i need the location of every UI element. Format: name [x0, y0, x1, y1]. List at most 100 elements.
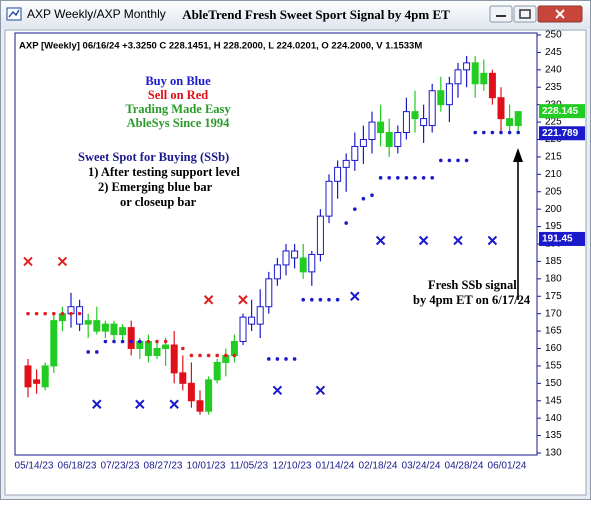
candle-body — [24, 365, 32, 388]
candle-body — [282, 250, 290, 266]
y-tick-label: 170 — [545, 308, 562, 319]
candle-body — [428, 90, 436, 127]
stop-dot — [138, 339, 142, 344]
y-tick-label: 150 — [545, 378, 562, 389]
candle-body — [394, 132, 402, 147]
stop-dot — [120, 339, 125, 344]
stop-dot — [60, 311, 65, 316]
chart-title: AbleTrend Fresh Sweet Sport Signal by 4p… — [182, 7, 450, 22]
price-tag-label: 228.145 — [542, 106, 579, 117]
x-tick-label: 11/05/23 — [230, 461, 269, 472]
stop-dot — [447, 158, 452, 163]
candle-body — [325, 180, 333, 217]
y-tick-label: 140 — [545, 413, 562, 424]
annotation: Sweet Spot for Buying (SSb) — [78, 150, 229, 164]
annotation: Trading Made Easy — [125, 102, 231, 116]
annotation: Buy on Blue — [145, 74, 211, 88]
candle-body — [230, 341, 238, 356]
candle-body — [385, 132, 393, 147]
stop-dot — [206, 353, 211, 358]
y-tick-label: 165 — [545, 326, 562, 337]
stop-dot — [335, 297, 340, 302]
arrow-head — [513, 148, 523, 162]
candle-body — [265, 278, 273, 308]
stop-dot — [129, 339, 133, 344]
stop-dot — [482, 130, 486, 135]
stop-dot — [327, 297, 331, 302]
stop-dot — [95, 350, 99, 354]
stop-dot — [112, 339, 116, 344]
stop-dot — [189, 353, 194, 358]
candle-body — [127, 327, 135, 350]
stop-dot — [52, 311, 56, 316]
candle-body — [471, 62, 479, 85]
candle-body — [454, 69, 462, 85]
y-tick-label: 245 — [545, 47, 562, 58]
app-icon — [6, 7, 22, 21]
candle-body — [359, 139, 367, 147]
x-tick-label: 05/14/23 — [15, 461, 54, 472]
stop-dot — [361, 196, 366, 201]
candle-body — [41, 365, 49, 388]
buy-x — [272, 385, 283, 396]
stop-dot — [34, 311, 39, 316]
candle-body — [144, 341, 152, 356]
price-tag — [539, 104, 585, 119]
candle-body — [196, 400, 204, 412]
maximize-icon — [519, 9, 531, 19]
candle-body — [463, 62, 471, 71]
app-icon-line — [8, 9, 20, 18]
candle-body — [153, 348, 161, 356]
close-icon — [555, 9, 565, 19]
stop-dot — [499, 130, 503, 135]
stop-dot — [181, 346, 185, 351]
x-tick-label: 10/01/23 — [187, 461, 226, 472]
x-tick-label: 01/14/24 — [316, 461, 355, 472]
y-tick-label: 225 — [545, 117, 562, 128]
candle-body — [110, 323, 118, 336]
candle-body — [179, 372, 187, 384]
stop-dot — [378, 176, 383, 180]
y-tick-label: 210 — [545, 169, 562, 180]
candle-body — [514, 111, 522, 127]
candle-body — [411, 111, 419, 120]
y-tick-label: 215 — [545, 152, 562, 163]
price-tag-label: 221.789 — [542, 128, 579, 139]
buy-x — [169, 399, 179, 409]
candle-body — [506, 118, 514, 127]
stop-dot — [292, 357, 297, 361]
candle-body — [256, 306, 264, 325]
candle-body — [402, 111, 410, 134]
candle-body — [308, 253, 316, 273]
stop-dot — [232, 353, 237, 358]
candle-body — [351, 145, 359, 161]
buy-x — [487, 235, 498, 246]
annotation: Sell on Red — [148, 88, 208, 102]
candle-body — [437, 90, 445, 106]
stop-dot — [439, 158, 443, 163]
x-tick-label: 04/28/24 — [445, 461, 484, 472]
maximize-button[interactable] — [513, 5, 537, 23]
stop-dot — [224, 353, 228, 358]
candle-body — [316, 215, 324, 255]
y-tick-label: 155 — [545, 361, 562, 372]
stop-dot — [267, 357, 271, 361]
candle-body — [162, 344, 170, 349]
stop-dot — [353, 207, 357, 211]
minimize-button[interactable] — [489, 5, 513, 23]
x-tick-label: 02/18/24 — [359, 461, 398, 472]
stop-dot — [370, 193, 374, 198]
stop-dot — [421, 176, 426, 180]
candle-body — [334, 166, 342, 182]
x-tick-label: 06/01/24 — [488, 461, 527, 472]
price-tag — [539, 126, 585, 141]
buy-x — [418, 235, 429, 246]
stop-dot — [284, 357, 288, 361]
candle-body — [291, 250, 299, 259]
stop-dot — [344, 221, 349, 225]
price-tag — [539, 231, 585, 246]
y-tick-label: 235 — [545, 82, 562, 93]
chart-area — [4, 29, 587, 496]
buy-x — [92, 399, 102, 409]
